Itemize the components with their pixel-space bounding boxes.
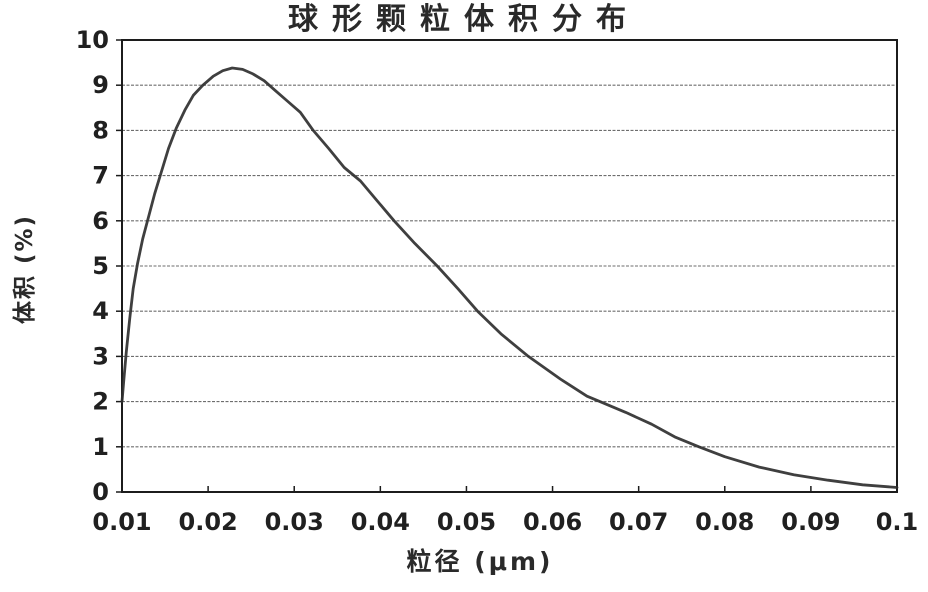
y-tick-label: 3	[92, 342, 109, 370]
y-tick-label: 5	[92, 252, 109, 280]
x-tick-label: 0.05	[437, 508, 496, 536]
x-axis-label: 粒径 (μm)	[406, 547, 554, 576]
y-tick-label: 4	[92, 297, 109, 325]
x-tick-label: 0.02	[179, 508, 238, 536]
y-tick-label: 1	[92, 433, 109, 461]
y-tick-label: 10	[76, 26, 109, 54]
x-tick-label: 0.08	[695, 508, 754, 536]
x-tick-label: 0.09	[781, 508, 840, 536]
y-tick-label: 2	[92, 388, 109, 416]
x-tick-label: 0.04	[351, 508, 410, 536]
chart-title: 球形颗粒体积分布	[288, 2, 640, 37]
x-tick-label: 0.1	[876, 508, 919, 536]
x-tick-label: 0.03	[265, 508, 324, 536]
y-tick-label: 7	[92, 162, 109, 190]
x-tick-label: 0.01	[92, 508, 151, 536]
y-tick-label: 9	[92, 71, 109, 99]
y-tick-label: 8	[92, 116, 109, 144]
y-tick-label: 0	[92, 478, 109, 506]
y-axis-label: 体积 (%)	[12, 213, 38, 325]
distribution-curve	[120, 66, 899, 489]
y-tick-label: 6	[92, 207, 109, 235]
x-tick-label: 0.07	[609, 508, 668, 536]
x-tick-label: 0.06	[523, 508, 582, 536]
